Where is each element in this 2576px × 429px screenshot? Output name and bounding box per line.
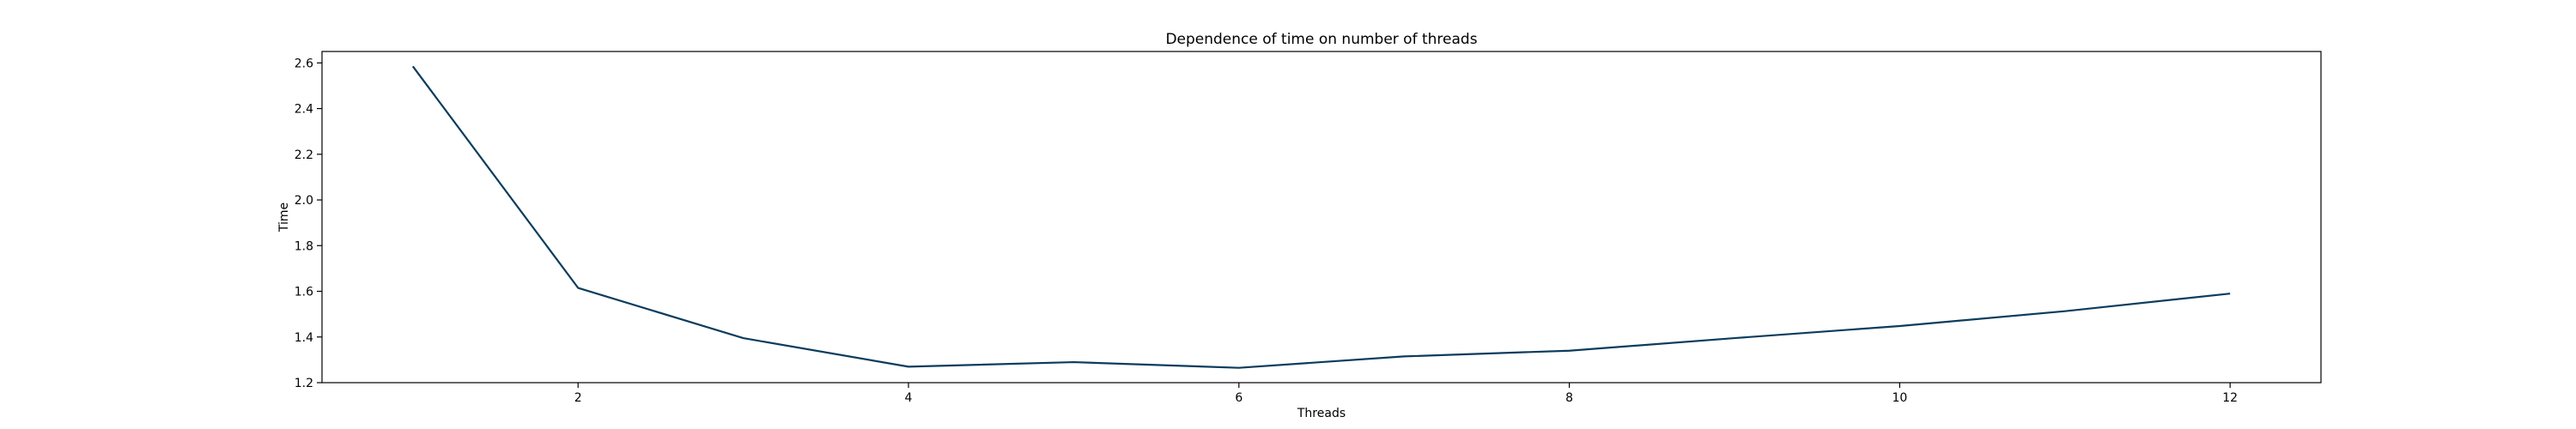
x-tick-label: 2 [574, 391, 582, 405]
x-axis-label: Threads [1297, 407, 1346, 420]
y-tick-label: 1.2 [295, 377, 313, 390]
axis-ticks: 2 4 6 8 10 12 1.2 1.4 1.6 1.8 2.0 2.2 2.4 2.6 [295, 57, 2238, 405]
series-line [411, 65, 2231, 369]
y-tick-label: 1.8 [295, 239, 313, 253]
y-tick-label: 2.6 [295, 57, 313, 70]
y-tick-label: 1.6 [295, 286, 313, 299]
plot-frame [321, 51, 2322, 384]
x-tick-label: 6 [1235, 391, 1242, 405]
x-tick-label: 4 [905, 391, 913, 405]
y-tick-label: 2.4 [295, 103, 313, 117]
y-tick-label: 2.0 [295, 194, 313, 208]
y-axis-label: Time [277, 202, 291, 233]
y-tick-label: 2.2 [295, 148, 313, 162]
y-tick-label: 1.4 [295, 331, 313, 345]
chart-title: Dependence of time on number of threads [1165, 31, 1477, 48]
x-tick-label: 12 [2222, 391, 2238, 405]
x-tick-label: 10 [1892, 391, 1907, 405]
series-layer [411, 65, 2231, 369]
x-tick-label: 8 [1565, 391, 1573, 405]
